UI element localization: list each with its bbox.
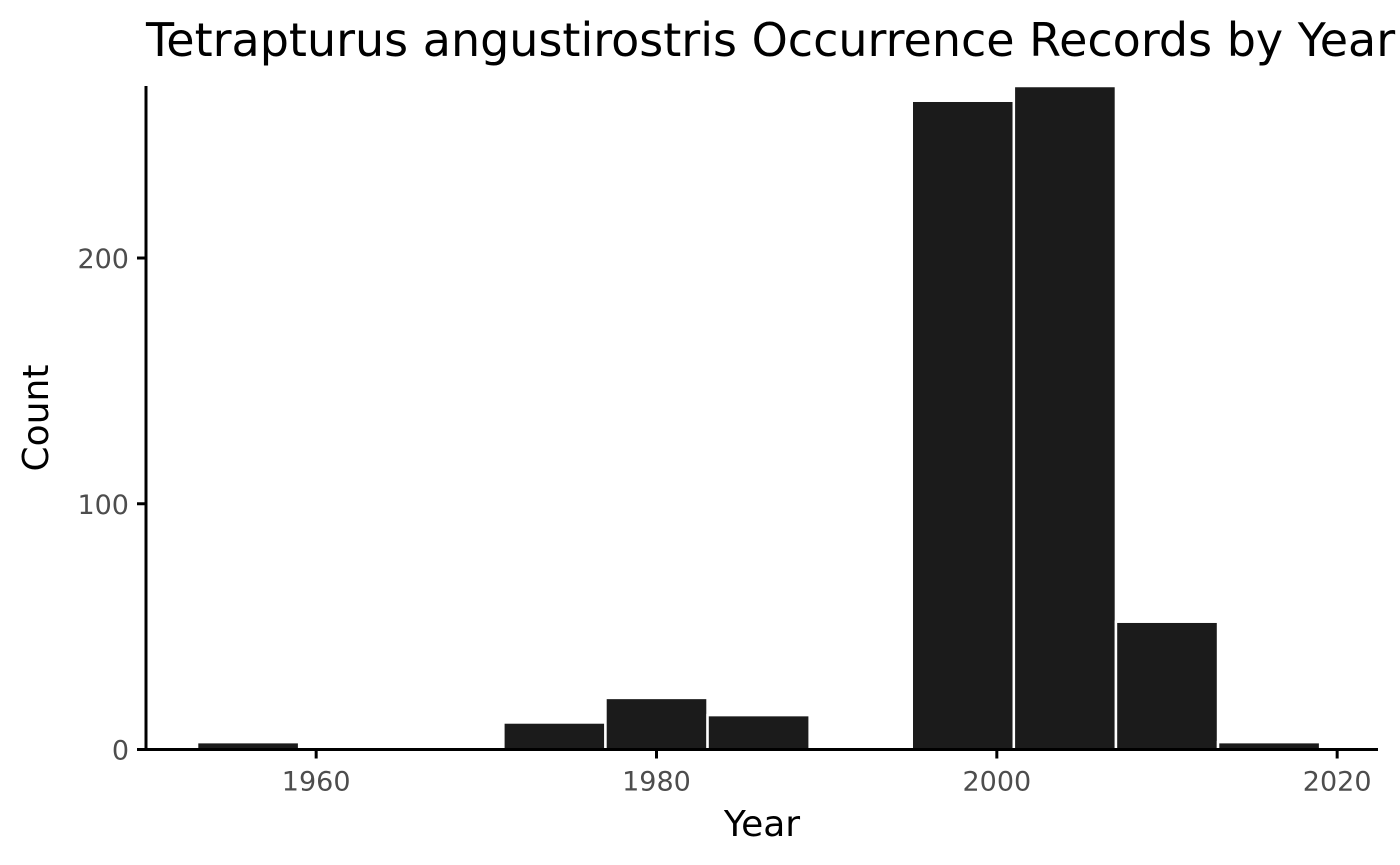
y-tick-label-100: 100 [77, 490, 129, 521]
histogram-bar-3 [502, 721, 607, 751]
histogram-bar-9 [1114, 620, 1220, 751]
x-tick-label-2020: 2020 [1303, 767, 1372, 798]
x-axis-label: Year [723, 804, 800, 845]
y-axis-label: Count [16, 365, 57, 472]
y-axis-ticks: 0 100 200 [77, 244, 146, 767]
y-tick-label-0: 0 [112, 736, 129, 767]
histogram-bar-7 [910, 99, 1016, 751]
x-tick-label-1980: 1980 [622, 767, 691, 798]
histogram-bar-5 [706, 713, 811, 751]
x-tick-label-1960: 1960 [282, 767, 351, 798]
bars-group [195, 84, 1322, 751]
histogram-bar-4 [604, 696, 709, 751]
x-axis-ticks: 1960 1980 2000 2020 [282, 749, 1372, 798]
chart-title: Tetrapturus angustirostris Occurrence Re… [145, 13, 1395, 67]
y-tick-label-200: 200 [77, 244, 129, 275]
x-tick-label-2000: 2000 [962, 767, 1031, 798]
histogram-bar-8 [1012, 84, 1118, 751]
